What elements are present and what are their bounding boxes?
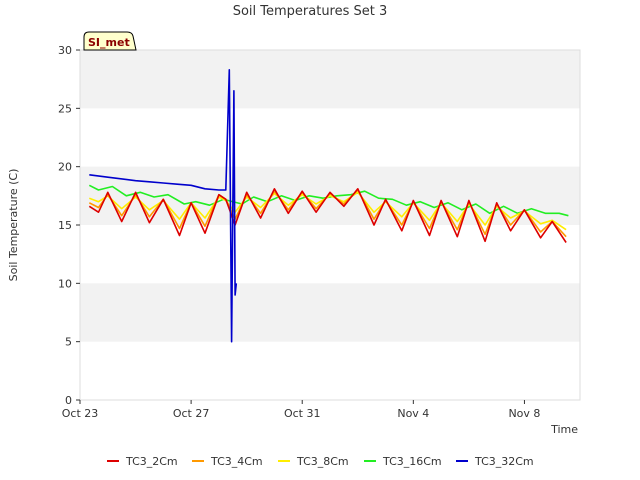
y-tick-label: 15 <box>58 219 72 232</box>
legend-label: TC3_32Cm <box>474 455 534 468</box>
y-tick-label: 20 <box>58 161 72 174</box>
plot-background <box>80 50 580 400</box>
y-axis: 0 5 10 15 20 25 30 <box>58 44 80 407</box>
y-tick-label: 25 <box>58 102 72 115</box>
series-line-tc3-16cm <box>88 184 569 217</box>
legend-label: TC3_4Cm <box>210 455 263 468</box>
y-tick-label: 10 <box>58 277 72 290</box>
y-tick-label: 0 <box>65 394 72 407</box>
legend-label: TC3_2Cm <box>125 455 178 468</box>
x-tick-label: Oct 31 <box>284 407 321 420</box>
chart-title: Soil Temperatures Set 3 <box>233 4 388 19</box>
series-lines <box>88 69 569 343</box>
x-tick-label: Nov 8 <box>508 407 540 420</box>
series-line-tc3-32cm <box>89 69 238 343</box>
site-badge: SI_met <box>83 31 137 51</box>
site-badge-box <box>83 31 137 51</box>
y-axis-label: Soil Temperature (C) <box>7 169 20 282</box>
y-tick-label: 5 <box>65 336 72 349</box>
grid-band <box>80 283 580 342</box>
grid-band <box>80 50 580 109</box>
site-badge-label: SI_met <box>88 36 130 49</box>
legend-label: TC3_16Cm <box>382 455 442 468</box>
x-axis: Oct 23 Oct 27 Oct 31 Nov 4 Nov 8 <box>62 400 540 420</box>
legend: TC3_2Cm TC3_4Cm TC3_8Cm TC3_16Cm TC3_32Cm <box>107 455 534 468</box>
series-line-tc3-2cm <box>88 188 567 243</box>
x-tick-label: Oct 23 <box>62 407 99 420</box>
x-tick-label: Oct 27 <box>173 407 210 420</box>
x-tick-label: Nov 4 <box>397 407 429 420</box>
legend-label: TC3_8Cm <box>296 455 349 468</box>
x-axis-label: Time <box>550 423 578 436</box>
y-tick-label: 30 <box>58 44 72 57</box>
